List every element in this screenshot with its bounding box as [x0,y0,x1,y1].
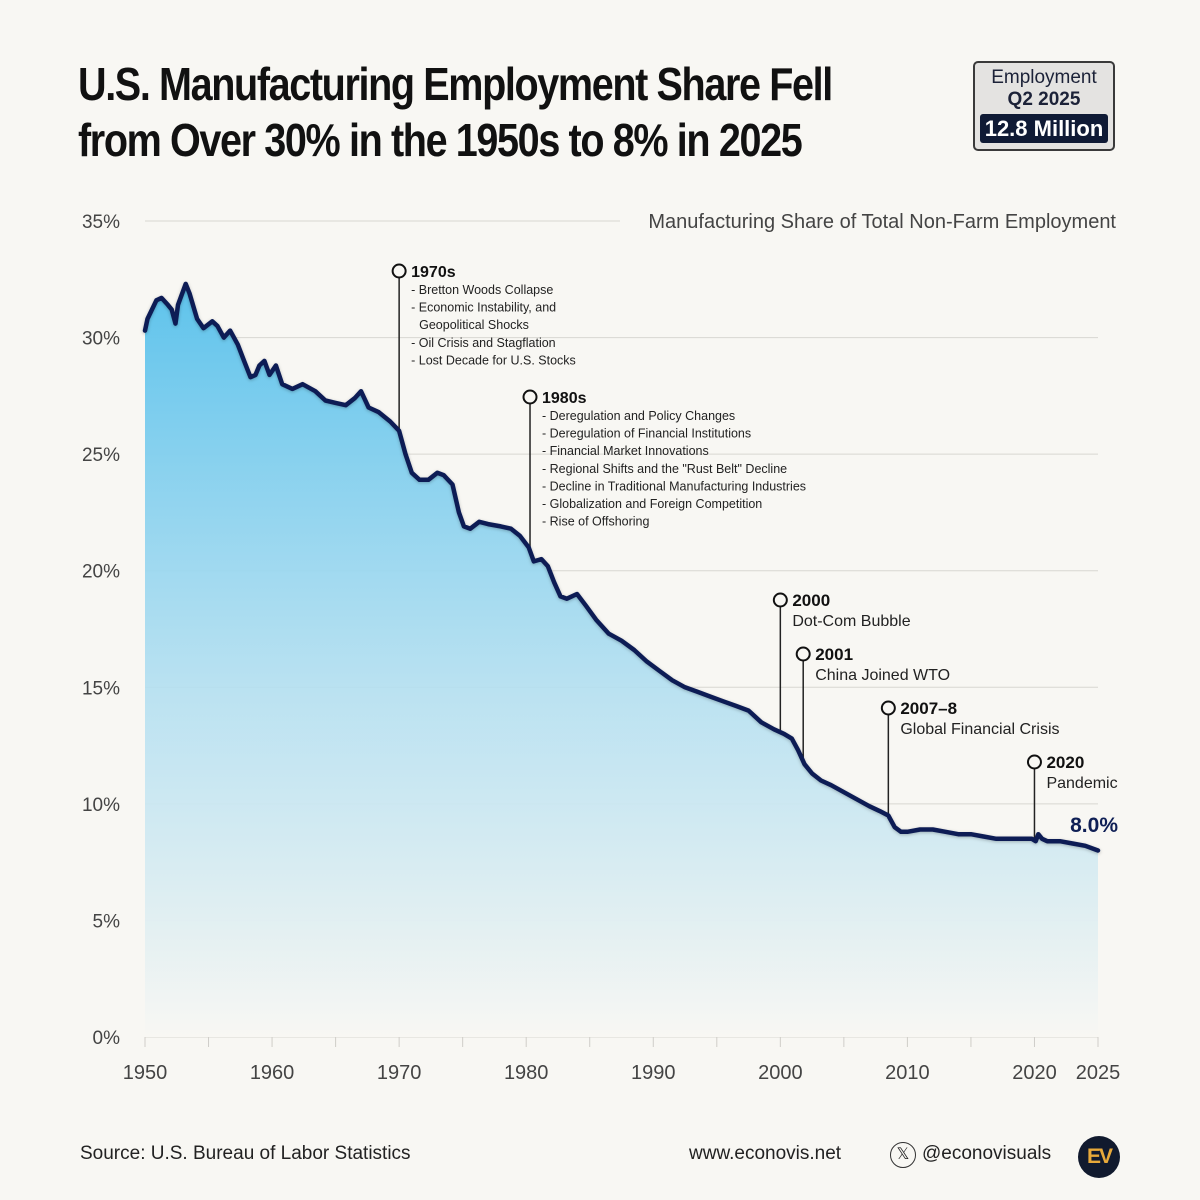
x-tick-label: 2020 [1012,1062,1057,1084]
employment-badge: Employment Q2 2025 12.8 Million [973,61,1115,151]
annotation-marker [795,646,811,662]
end-value-label: 8.0% [1070,814,1118,837]
annotation: 1980s - Deregulation and Policy Changes - … [522,389,806,551]
annotation-description: Global Financial Crisis [900,721,1059,738]
annotation-marker [522,389,538,405]
x-tick-label: 1990 [631,1062,676,1084]
chart-subtitle: Manufacturing Share of Total Non-Farm Em… [648,211,1116,233]
y-tick-label: 0% [93,1028,121,1049]
annotation-item: - Oil Crisis and Stagflation [411,336,556,350]
website-link[interactable]: www.econovis.net [689,1143,842,1164]
annotation-title: 2007–8 [900,699,957,718]
badge-value: 12.8 Million [980,114,1108,143]
annotation-item: - Deregulation of Financial Institutions [542,427,751,441]
y-axis: 0% 5% 10% 15% 20% 25% 30% 35% [82,212,120,1049]
x-logo-icon: 𝕏 [890,1142,916,1168]
annotation-marker [391,263,407,279]
annotation-title: 1980s [542,390,587,407]
annotation-marker [1026,754,1042,770]
annotation-description: Dot-Com Bubble [792,613,910,630]
x-axis: 1950 1960 1970 1980 1990 2000 2010 2020 2025 [123,1037,1121,1084]
annotation-item: - Regional Shifts and the "Rust Belt" De… [542,462,787,476]
annotation-marker [772,592,788,608]
annotation-item: - Lost Decade for U.S. Stocks [411,353,576,367]
annotation: 2000 Dot-Com Bubble [772,591,911,733]
annotation-item: - Financial Market Innovations [542,444,709,458]
source-text: Source: U.S. Bureau of Labor Statistics [80,1143,411,1164]
annotation-item: - Bretton Woods Collapse [411,283,553,297]
y-tick-label: 15% [82,678,120,699]
social-handle[interactable]: @econovisuals [922,1143,1052,1164]
y-tick-label: 25% [82,445,120,466]
annotation-title: 2000 [792,591,830,610]
y-tick-label: 20% [82,562,120,583]
annotation: 2007–8 Global Financial Crisis [880,699,1060,816]
title-line-1: U.S. Manufacturing Employment Share Fell [78,58,833,110]
x-tick-label: 2000 [758,1062,803,1084]
y-tick-label: 10% [82,795,120,816]
annotation-item: - Economic Instability, and [411,301,556,315]
x-tick-label: 1970 [377,1062,422,1084]
y-tick-label: 35% [82,212,120,233]
annotation-item: - Decline in Traditional Manufacturing I… [542,479,806,493]
title-line-2: from Over 30% in the 1950s to 8% in 2025 [78,114,803,166]
x-tick-label: 1960 [250,1062,295,1084]
annotation-marker [880,700,896,716]
annotation-description: China Joined WTO [815,667,950,684]
annotation-title: 2020 [1046,753,1084,772]
annotation-title: 2001 [815,645,853,664]
annotation-item: - Rise of Offshoring [542,515,650,529]
badge-period: Q2 2025 [1007,89,1081,110]
annotation-item: Geopolitical Shocks [419,318,529,332]
badge-label: Employment [991,67,1097,88]
annotation-description: Pandemic [1046,775,1117,792]
page-title: U.S. Manufacturing Employment Share Fell… [78,56,833,168]
annotation-item: - Globalization and Foreign Competition [542,497,762,511]
y-tick-label: 30% [82,329,120,350]
series-line [142,281,1101,853]
x-tick-label: 2010 [885,1062,930,1084]
x-tick-label: 2025 [1076,1062,1121,1084]
annotation: 2001 China Joined WTO [795,645,950,762]
x-tick-label: 1950 [123,1062,168,1084]
annotation: 1970s - Bretton Woods Collapse - Economic … [391,263,576,431]
area-fill [145,283,1098,1037]
annotation-title: 1970s [411,264,456,281]
annotation: 2020 Pandemic [1026,753,1118,841]
y-tick-label: 5% [93,911,121,932]
annotations: 1970s - Bretton Woods Collapse - Economic … [391,263,1118,841]
x-tick-label: 1980 [504,1062,549,1084]
econovis-logo: EV [1078,1136,1120,1178]
annotation-item: - Deregulation and Policy Changes [542,409,735,423]
